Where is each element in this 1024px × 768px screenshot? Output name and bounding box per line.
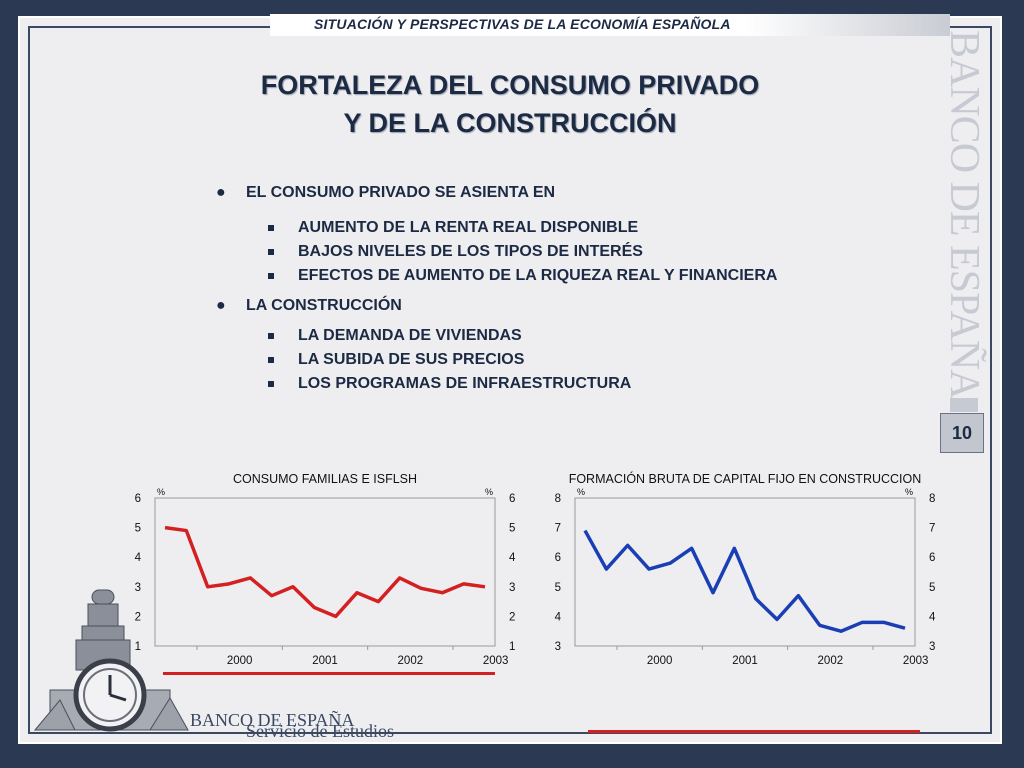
- y-tick-label-left: 8: [555, 493, 561, 505]
- chart-consumo: CONSUMO FAMILIAS E ISFLSH%% 1 1 2 2 3 3 4 4 5 5 6 6 2…: [120, 468, 540, 678]
- square-bullet-icon: [268, 249, 274, 255]
- vertical-brand: BANCO DE ESPAÑA: [930, 30, 990, 400]
- sub-bullet-label: LOS PROGRAMAS DE INFRAESTRUCTURA: [298, 375, 632, 392]
- y-tick-label-right: 2: [509, 611, 515, 623]
- series-line: [583, 529, 906, 633]
- bullet-dot-icon: ●: [216, 297, 226, 314]
- sub-bullet-label: AUMENTO DE LA RENTA REAL DISPONIBLE: [298, 219, 639, 236]
- y-tick-label-left: 6: [555, 552, 561, 564]
- page-title-line1: FORTALEZA DEL CONSUMO PRIVADO: [260, 70, 760, 100]
- square-bullet-icon: [268, 273, 274, 279]
- y-tick-label-right: 4: [509, 552, 516, 564]
- plot-frame: [574, 497, 916, 647]
- y-tick-label-left: 2: [135, 611, 141, 623]
- chart-construccion-svg: FORMACIÓN BRUTA DE CAPITAL FIJO EN CONST…: [555, 471, 936, 667]
- x-tick-label: 2000: [227, 655, 253, 667]
- chart-construccion: FORMACIÓN BRUTA DE CAPITAL FIJO EN CONST…: [540, 468, 960, 678]
- y-tick-label-right: 1: [509, 641, 515, 653]
- unit-right: %: [905, 487, 913, 497]
- x-tick-label: 2000: [647, 655, 673, 667]
- x-tick-label: 2001: [732, 655, 758, 667]
- y-tick-label-right: 3: [509, 582, 515, 594]
- x-tick-label: 2003: [903, 655, 929, 667]
- page-number: 10: [940, 413, 984, 453]
- banco-clock-logo: [30, 580, 190, 740]
- x-tick-label: 2003: [483, 655, 509, 667]
- y-tick-label-right: 5: [929, 582, 935, 594]
- y-tick-label-right: 6: [509, 493, 515, 505]
- page-title-line2: Y DE LA CONSTRUCCIÓN: [343, 108, 677, 138]
- chart-title: CONSUMO FAMILIAS E ISFLSH: [233, 472, 417, 486]
- header-band: [270, 14, 950, 36]
- y-tick-label-left: 1: [135, 641, 141, 653]
- y-tick-label-left: 3: [555, 641, 561, 653]
- series-line: [164, 525, 486, 619]
- unit-left: %: [577, 487, 585, 497]
- y-tick-label-right: 4: [929, 611, 936, 623]
- y-tick-label-left: 5: [135, 523, 141, 535]
- sub-bullet-label: LA SUBIDA DE SUS PRECIOS: [298, 351, 525, 368]
- y-tick-label-right: 3: [929, 641, 935, 653]
- footer-department: Servicio de Estudios: [246, 721, 394, 741]
- y-tick-label-right: 5: [509, 523, 515, 535]
- y-tick-label-left: 7: [555, 523, 561, 535]
- chart-title: FORMACIÓN BRUTA DE CAPITAL FIJO EN CONST…: [569, 471, 922, 486]
- square-bullet-icon: [268, 225, 274, 231]
- bullet-dot-icon: ●: [216, 184, 226, 201]
- red-underline: [588, 730, 920, 733]
- square-bullet-icon: [268, 381, 274, 387]
- square-bullet-icon: [268, 333, 274, 339]
- square-bullet-icon: [268, 357, 274, 363]
- slide: [18, 16, 1002, 744]
- sub-bullet-label: BAJOS NIVELES DE LOS TIPOS DE INTERÉS: [298, 243, 643, 260]
- red-underline: [163, 672, 495, 675]
- y-tick-label-left: 6: [135, 493, 141, 505]
- brand-bar: [950, 398, 978, 412]
- y-tick-label-right: 8: [929, 493, 935, 505]
- x-tick-label: 2002: [398, 655, 424, 667]
- header-text: SITUACIÓN Y PERSPECTIVAS DE LA ECONOMÍA …: [314, 16, 731, 32]
- plot-frame: [154, 497, 496, 647]
- x-tick-label: 2001: [312, 655, 338, 667]
- y-tick-label-right: 7: [929, 523, 935, 535]
- sub-bullet-label: EFECTOS DE AUMENTO DE LA RIQUEZA REAL Y …: [298, 267, 778, 284]
- y-tick-label-left: 5: [555, 582, 561, 594]
- sub-bullet-label: LA DEMANDA DE VIVIENDAS: [298, 327, 522, 344]
- bullet-label: EL CONSUMO PRIVADO SE ASIENTA EN: [246, 184, 556, 201]
- bullet-label: LA CONSTRUCCIÓN: [246, 297, 402, 314]
- y-tick-label-right: 6: [929, 552, 935, 564]
- y-tick-label-left: 3: [135, 582, 141, 594]
- unit-left: %: [157, 487, 165, 497]
- y-tick-label-left: 4: [135, 552, 142, 564]
- x-tick-label: 2002: [818, 655, 844, 667]
- y-tick-label-left: 4: [555, 611, 562, 623]
- vertical-brand-text: BANCO DE ESPAÑA: [941, 30, 987, 399]
- footer-brand: BANCO DE ESPAÑA: [190, 710, 355, 730]
- chart-consumo-svg: CONSUMO FAMILIAS E ISFLSH% % 1 1 2 2 3 3 4 4 5 5 6 6 2…: [135, 472, 516, 667]
- unit-right: %: [485, 487, 493, 497]
